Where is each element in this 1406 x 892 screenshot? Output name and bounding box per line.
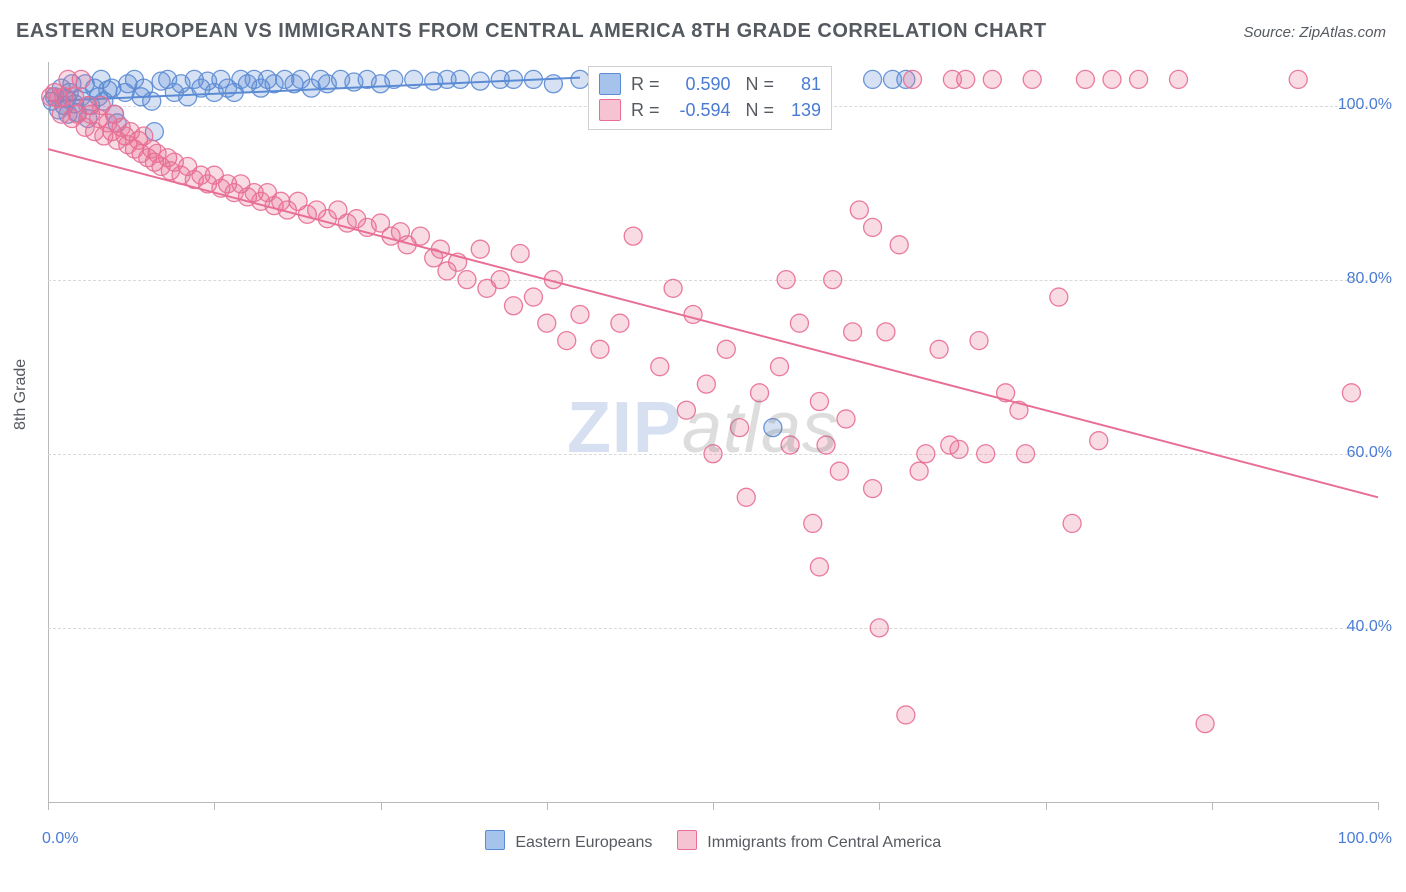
data-point <box>870 619 888 637</box>
data-point <box>864 70 882 88</box>
data-point <box>624 227 642 245</box>
data-point <box>684 305 702 323</box>
data-point <box>571 70 589 88</box>
legend-bottom: Eastern Europeans Immigrants from Centra… <box>0 830 1406 852</box>
data-point <box>957 70 975 88</box>
data-point <box>491 271 509 289</box>
data-point <box>930 340 948 358</box>
data-point <box>737 488 755 506</box>
stat-r-value-0: 0.590 <box>665 74 731 95</box>
stat-r-label: R = <box>631 100 665 121</box>
legend-swatch-icon <box>599 73 621 95</box>
data-point <box>1170 70 1188 88</box>
data-point <box>591 340 609 358</box>
data-point <box>524 288 542 306</box>
data-point <box>977 445 995 463</box>
data-point <box>1103 70 1121 88</box>
data-point <box>411 227 429 245</box>
data-point <box>837 410 855 428</box>
stat-n-label: N = <box>731 100 780 121</box>
data-point <box>844 323 862 341</box>
data-point <box>864 480 882 498</box>
stat-n-value-1: 139 <box>779 100 821 121</box>
data-point <box>830 462 848 480</box>
legend-label-1: Immigrants from Central America <box>707 834 941 851</box>
data-point <box>950 440 968 458</box>
stats-row-series-1: R = -0.594 N = 139 <box>599 97 821 123</box>
data-point <box>717 340 735 358</box>
data-point <box>1050 288 1068 306</box>
stats-legend-box: R = 0.590 N = 81 R = -0.594 N = 139 <box>588 66 832 130</box>
data-point <box>864 218 882 236</box>
data-point <box>850 201 868 219</box>
data-point <box>1289 70 1307 88</box>
y-axis-label: 8th Grade <box>12 359 30 430</box>
data-point <box>1196 715 1214 733</box>
stat-n-value-0: 81 <box>779 74 821 95</box>
data-point <box>810 393 828 411</box>
data-point <box>505 297 523 315</box>
data-point <box>143 92 161 110</box>
legend-swatch-icon <box>599 99 621 121</box>
data-point <box>1017 445 1035 463</box>
data-point <box>704 445 722 463</box>
data-point <box>790 314 808 332</box>
stat-r-value-1: -0.594 <box>665 100 731 121</box>
data-point <box>890 236 908 254</box>
data-point <box>651 358 669 376</box>
legend-label-0: Eastern Europeans <box>515 834 652 851</box>
data-point <box>917 445 935 463</box>
data-point <box>451 70 469 88</box>
data-point <box>817 436 835 454</box>
data-point <box>983 70 1001 88</box>
data-point <box>1342 384 1360 402</box>
stats-row-series-0: R = 0.590 N = 81 <box>599 71 821 97</box>
chart-title: EASTERN EUROPEAN VS IMMIGRANTS FROM CENT… <box>16 20 1047 43</box>
data-point <box>571 305 589 323</box>
data-point <box>697 375 715 393</box>
data-point <box>664 279 682 297</box>
data-point <box>781 436 799 454</box>
data-point <box>731 419 749 437</box>
data-point <box>538 314 556 332</box>
data-point <box>970 332 988 350</box>
data-point <box>1023 70 1041 88</box>
data-point <box>877 323 895 341</box>
stat-n-label: N = <box>731 74 780 95</box>
data-point <box>1090 432 1108 450</box>
data-point <box>777 271 795 289</box>
data-point <box>1076 70 1094 88</box>
source-label: Source: ZipAtlas.com <box>1243 24 1386 41</box>
data-point <box>511 245 529 263</box>
data-point <box>764 419 782 437</box>
data-point <box>904 70 922 88</box>
data-point <box>910 462 928 480</box>
data-point <box>897 706 915 724</box>
data-point <box>558 332 576 350</box>
data-point <box>544 75 562 93</box>
data-point <box>458 271 476 289</box>
data-point <box>1130 70 1148 88</box>
data-point <box>751 384 769 402</box>
stat-r-label: R = <box>631 74 665 95</box>
data-point <box>824 271 842 289</box>
data-point <box>771 358 789 376</box>
chart-svg <box>48 62 1378 802</box>
data-point <box>471 240 489 258</box>
data-point <box>677 401 695 419</box>
data-point <box>72 70 90 88</box>
legend-swatch-icon <box>677 830 697 850</box>
data-point <box>804 514 822 532</box>
data-point <box>611 314 629 332</box>
legend-swatch-icon <box>485 830 505 850</box>
data-point <box>1063 514 1081 532</box>
data-point <box>810 558 828 576</box>
